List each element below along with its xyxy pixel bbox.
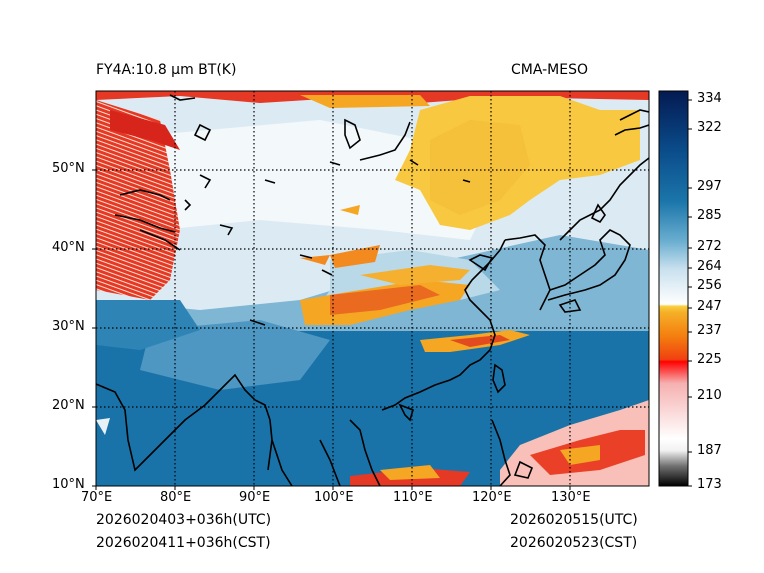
colorbar-tick-label: 256 xyxy=(697,278,722,293)
lon-tick-label: 80°E xyxy=(160,490,192,505)
lon-tick-label: 120°E xyxy=(472,490,512,505)
colorbar-tick-label: 297 xyxy=(697,179,722,194)
lon-tick-label: 110°E xyxy=(393,490,433,505)
lat-tick-label: 20°N xyxy=(52,398,85,413)
colorbar-tick-label: 225 xyxy=(697,352,722,367)
colorbar-tick-label: 173 xyxy=(697,477,722,492)
colorbar-tick-label: 322 xyxy=(697,120,722,135)
valid-time-utc: 2026020515(UTC) xyxy=(510,512,638,528)
colorbar-tick-label: 247 xyxy=(697,299,722,314)
valid-time-cst: 2026020523(CST) xyxy=(510,535,638,551)
lat-tick-label: 30°N xyxy=(52,319,85,334)
plot-frame xyxy=(95,90,650,487)
lon-tick-label: 90°E xyxy=(239,490,271,505)
western-cold-cloud-band xyxy=(96,100,180,300)
left-title: FY4A:10.8 µm BT(K) xyxy=(96,62,237,78)
lat-tick-label: 50°N xyxy=(52,161,85,176)
gridlines xyxy=(96,91,649,486)
lon-tick-label: 100°E xyxy=(314,490,354,505)
colorbar-tick-label: 285 xyxy=(697,208,722,223)
right-title: CMA-MESO xyxy=(511,62,589,78)
colorbar-tick-label: 187 xyxy=(697,443,722,458)
lat-tick-label: 40°N xyxy=(52,240,85,255)
lon-tick-label: 70°E xyxy=(81,490,113,505)
axis-ticks xyxy=(92,169,571,490)
colorbar-tick-label: 237 xyxy=(697,323,722,338)
colorbar-tick-label: 334 xyxy=(697,91,722,106)
lat-tick-label: 10°N xyxy=(52,477,85,492)
colorbar-tick-label: 264 xyxy=(697,259,722,274)
colorbar-tick-label: 210 xyxy=(697,388,722,403)
init-time-cst: 2026020411+036h(CST) xyxy=(96,535,271,551)
colorbar-tick-label: 272 xyxy=(697,239,722,254)
colorbar-ticks xyxy=(688,99,692,487)
lon-tick-label: 130°E xyxy=(551,490,591,505)
colorbar xyxy=(658,90,689,487)
init-time-utc: 2026020403+036h(UTC) xyxy=(96,512,272,528)
coastlines xyxy=(96,94,649,486)
